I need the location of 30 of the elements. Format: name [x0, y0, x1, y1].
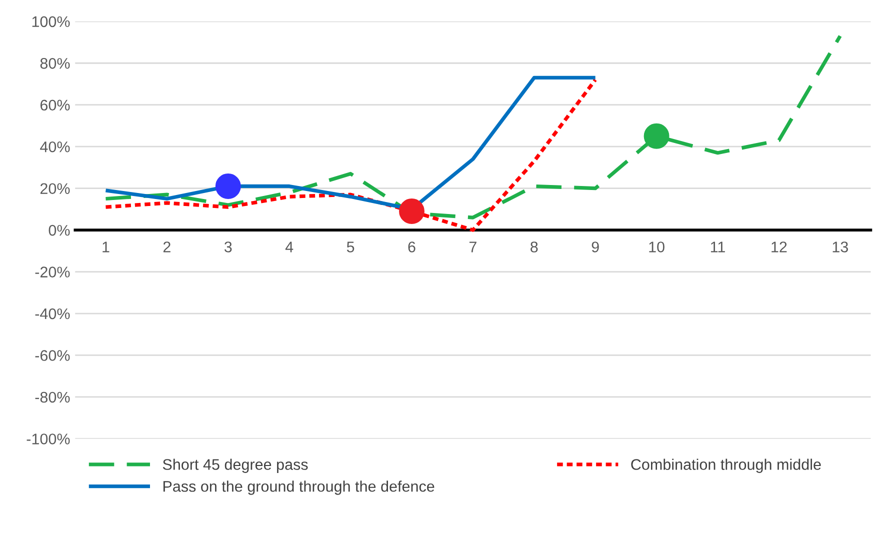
x-tick-label: 7 — [469, 242, 476, 252]
x-tick-label: 11 — [710, 242, 725, 252]
legend-label: Combination through middle — [631, 458, 821, 473]
y-tick-label: 40% — [40, 141, 70, 152]
legend-label: Short 45 degree pass — [162, 458, 308, 473]
x-tick-label: 13 — [832, 242, 848, 252]
x-tick-label: 8 — [530, 242, 538, 252]
y-tick-label: -80% — [35, 392, 70, 403]
x-tick-label: 2 — [163, 242, 170, 252]
x-tick-label: 10 — [649, 242, 664, 252]
x-tick-label: 4 — [285, 242, 294, 252]
x-tick-label: 5 — [346, 242, 354, 252]
y-tick-label: -60% — [35, 350, 70, 361]
legend-label: Pass on the ground through the defence — [163, 480, 434, 495]
y-tick-label: -40% — [35, 308, 70, 320]
y-tick-label: 100% — [32, 16, 70, 28]
line-series — [104, 78, 598, 232]
x-tick-label: 6 — [408, 242, 416, 252]
y-tick-label: 20% — [40, 183, 70, 194]
y-tick-label: -20% — [35, 266, 70, 278]
y-tick-label: 60% — [40, 100, 70, 111]
line-series — [104, 76, 598, 211]
y-tick-label: 80% — [40, 58, 70, 69]
x-tick-label: 3 — [224, 242, 232, 252]
y-tick-label: -100% — [26, 434, 70, 444]
x-tick-label: 9 — [592, 242, 599, 252]
x-tick-label: 1 — [102, 242, 110, 252]
y-tick-label: 0% — [48, 224, 70, 236]
x-tick-label: 12 — [772, 242, 787, 252]
line-series — [104, 34, 842, 220]
